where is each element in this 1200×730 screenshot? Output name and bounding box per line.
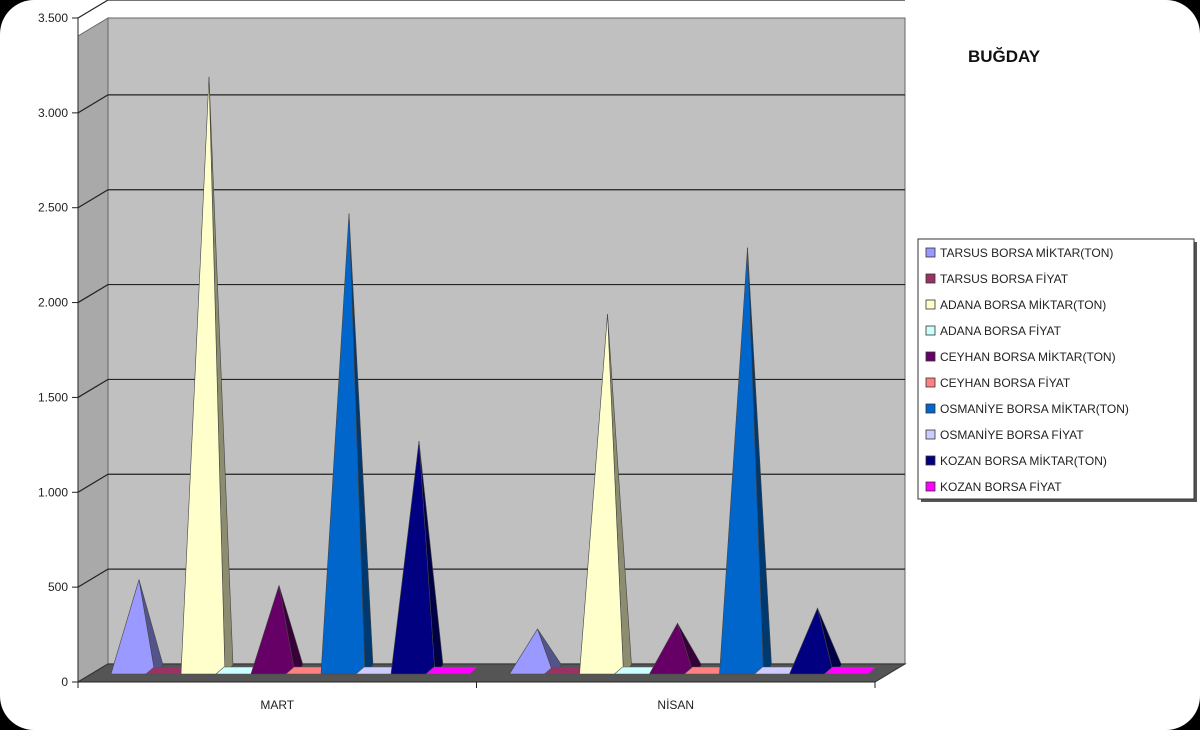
y-tick-label: 2.000 [38,296,68,310]
chart-marks [110,76,878,675]
legend-label: ADANA BORSA FİYAT [940,324,1062,338]
x-category-label: MART [260,698,294,712]
pyramid-mark [579,314,632,675]
gridline [77,378,905,398]
pyramid-front-face [180,76,226,675]
legend-label: KOZAN BORSA MİKTAR(TON) [940,454,1107,468]
y-tick-label: 1.500 [38,390,68,404]
gridline [77,473,905,493]
pyramid-flat-face [425,666,479,675]
legend-swatch [925,429,936,440]
pyramid-front-face [320,213,366,675]
y-tick-label: 500 [48,580,68,594]
legend-label: TARSUS BORSA MİKTAR(TON) [940,246,1113,260]
legend-swatch [925,377,936,388]
y-tick-label: 3.000 [38,106,68,120]
legend-swatch [925,481,936,492]
chart-title: BUĞDAY [968,47,1041,66]
gridline [77,94,905,114]
legend-label: CEYHAN BORSA FİYAT [940,376,1071,390]
legend-swatch [925,299,936,310]
legend-swatch [925,273,936,284]
pyramid-mark [648,622,702,675]
gridline [77,568,905,588]
y-tick-label: 3.500 [38,11,68,25]
gridline [77,189,905,209]
legend-swatch [925,455,936,466]
pyramid-mark [180,76,234,675]
pyramid-front-face [648,622,694,675]
legend-swatch [925,403,936,414]
y-tick-label: 1.000 [38,485,68,499]
pyramid-flat-face [823,666,878,675]
legend-label: TARSUS BORSA FİYAT [940,272,1069,286]
legend-swatch [925,351,936,362]
pyramid-front-face [579,314,624,675]
side-wall [77,17,109,683]
x-category-label: NİSAN [657,698,694,712]
legend-label: CEYHAN BORSA MİKTAR(TON) [940,350,1116,364]
legend-swatch [925,325,936,336]
gridline [77,0,905,19]
legend-label: OSMANİYE BORSA FİYAT [940,428,1084,442]
pyramid-mark [508,628,562,675]
legend-label: OSMANİYE BORSA MİKTAR(TON) [940,402,1129,416]
legend-label: ADANA BORSA MİKTAR(TON) [940,298,1106,312]
pyramid-front-face [719,247,764,675]
pyramid-front-face [789,607,834,675]
pyramid-front-face [508,628,554,675]
legend-swatch [925,247,936,258]
y-tick-label: 2.500 [38,201,68,215]
pyramid-front-face [250,585,296,675]
gridline [77,283,905,304]
legend-label: KOZAN BORSA FİYAT [940,480,1062,494]
y-tick-label: 0 [61,675,68,689]
legend: TARSUS BORSA MİKTAR(TON) TARSUS BORSA FİY… [917,238,1197,502]
x-axis-categories: MART NİSAN [260,698,694,712]
pyramid-mark [425,666,479,675]
pyramid-front-face [110,579,156,675]
pyramid-mark [789,607,842,675]
pyramid-mark [823,666,878,675]
legend-box [917,238,1195,500]
y-axis-ticks: 0 500 1.000 1.500 2.000 2.500 3.000 3.500 [38,11,79,689]
pyramid-front-face [390,441,436,675]
